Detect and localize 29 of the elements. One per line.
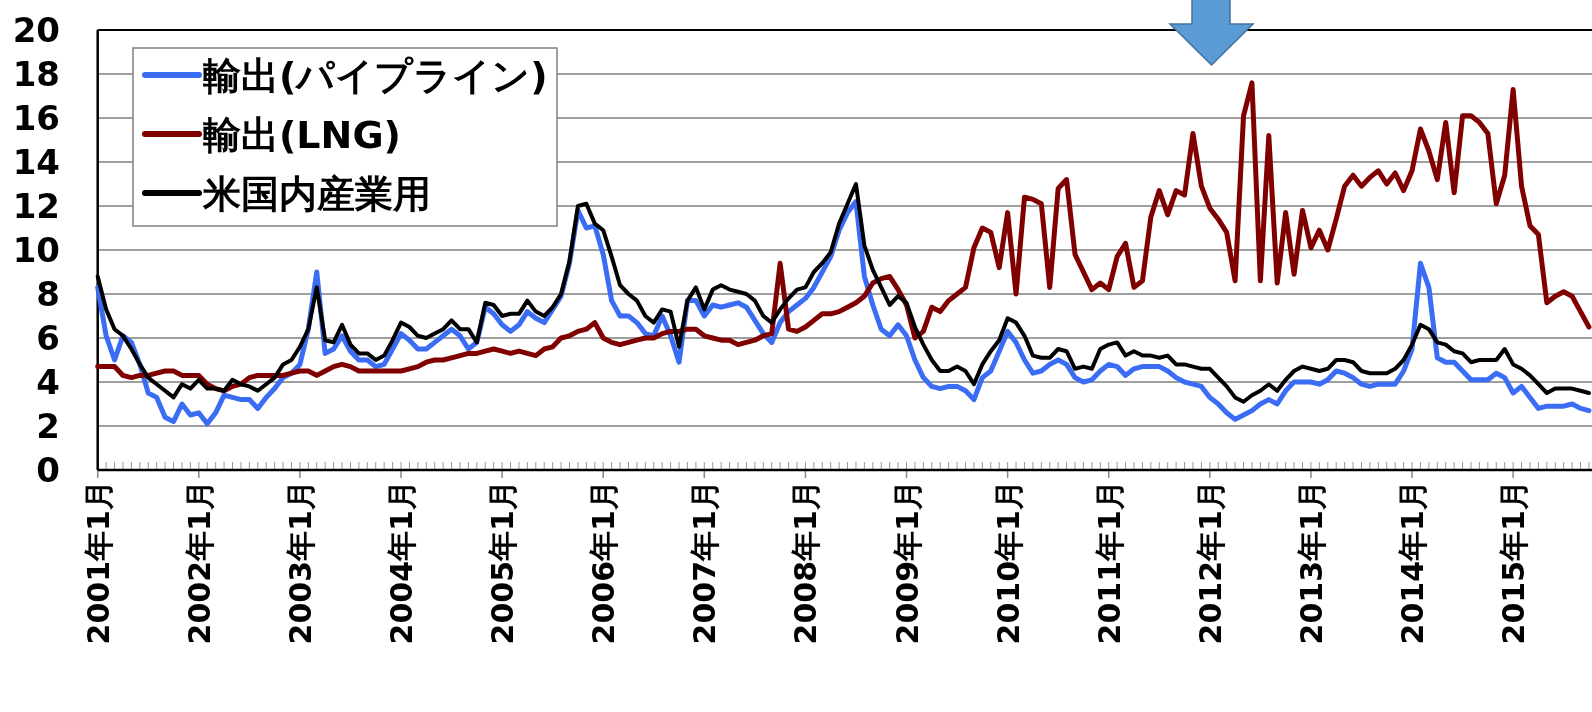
x-tick-label: 2006年1月 bbox=[586, 480, 622, 645]
y-tick-label: 16 bbox=[12, 98, 60, 138]
x-tick-label: 2013年1月 bbox=[1293, 480, 1329, 645]
legend-label: 輸出(パイプライン) bbox=[203, 54, 548, 98]
y-tick-label: 18 bbox=[12, 54, 60, 94]
x-tick-label: 2010年1月 bbox=[990, 480, 1026, 645]
x-tick-label: 2014年1月 bbox=[1395, 480, 1431, 645]
y-tick-label: 4 bbox=[36, 362, 60, 402]
y-tick-label: 0 bbox=[36, 450, 60, 490]
y-tick-label: 14 bbox=[12, 142, 60, 182]
x-tick-label: 2015年1月 bbox=[1496, 480, 1532, 645]
y-tick-label: 12 bbox=[12, 186, 60, 226]
y-tick-label: 6 bbox=[36, 318, 60, 358]
legend-label: 米国内産業用 bbox=[202, 172, 431, 216]
x-tick-label: 2007年1月 bbox=[687, 480, 723, 645]
x-tick-label: 2011年1月 bbox=[1091, 480, 1127, 645]
x-tick-label: 2002年1月 bbox=[181, 480, 217, 645]
x-tick-label: 2008年1月 bbox=[788, 480, 824, 645]
y-tick-label: 2 bbox=[36, 406, 60, 446]
legend-label: 輸出(LNG) bbox=[203, 113, 401, 157]
y-tick-label: 8 bbox=[36, 274, 60, 314]
x-tick-label: 2005年1月 bbox=[485, 480, 521, 645]
y-tick-label: 20 bbox=[12, 10, 60, 50]
x-tick-label: 2004年1月 bbox=[384, 480, 420, 645]
x-tick-label: 2001年1月 bbox=[80, 480, 116, 645]
y-tick-label: 10 bbox=[12, 230, 60, 270]
x-tick-label: 2003年1月 bbox=[282, 480, 318, 645]
x-tick-label: 2012年1月 bbox=[1192, 480, 1228, 645]
x-tick-label: 2009年1月 bbox=[889, 480, 925, 645]
